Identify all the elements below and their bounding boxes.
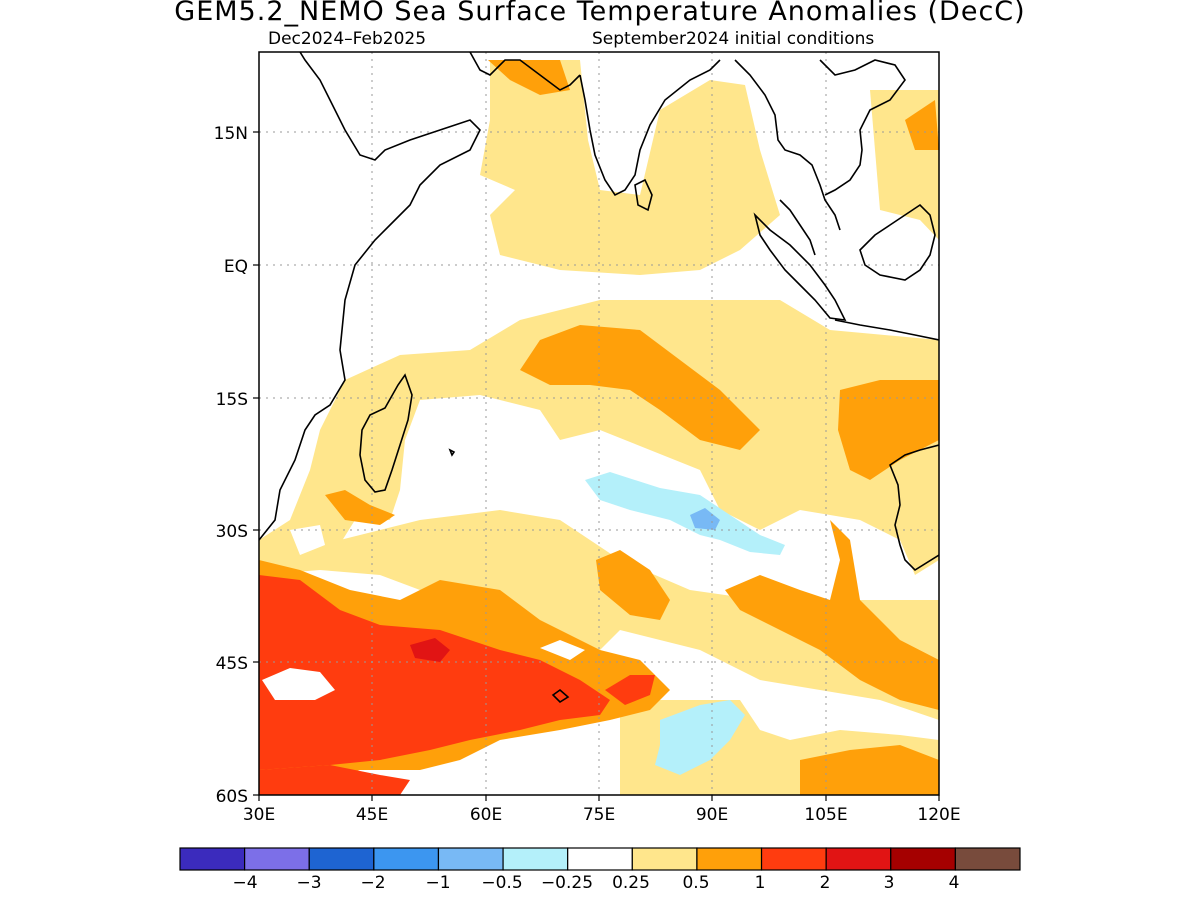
legend-swatch xyxy=(437,847,504,871)
legend-label: −3 xyxy=(296,873,321,893)
coast-sumatra xyxy=(753,212,847,321)
anomaly-orange-arabian-top xyxy=(488,60,570,95)
anomaly-lightblue-central xyxy=(585,472,785,555)
y-tick-label: EQ xyxy=(224,257,248,277)
anomaly-white-hole-1 xyxy=(262,668,335,700)
anomaly-blue-patch xyxy=(690,508,720,530)
y-tick-label: 30S xyxy=(216,522,248,542)
y-tick-label: 45S xyxy=(216,654,248,674)
x-axis-labels: 30E 45E 60E 75E 90E 105E 120E xyxy=(243,805,961,825)
anomaly-red-southern xyxy=(259,575,610,770)
anomaly-orange-bottom-right xyxy=(800,745,939,795)
legend-label: 0.25 xyxy=(612,873,650,893)
legend-swatch xyxy=(760,847,827,871)
grid-lines xyxy=(259,52,939,795)
legend-swatch xyxy=(631,847,698,871)
coast-bay-east xyxy=(734,59,841,231)
coast-sri-lanka xyxy=(634,178,653,212)
legend-swatch xyxy=(179,847,246,871)
anomaly-darkred-patch xyxy=(410,638,450,662)
x-tick-label: 45E xyxy=(356,805,388,825)
legend-swatch xyxy=(954,847,1021,871)
color-legend xyxy=(179,847,1021,871)
legend-label: −0.25 xyxy=(541,873,593,893)
anomaly-orange-east-south xyxy=(725,520,939,710)
coast-india xyxy=(579,59,721,197)
anomaly-yellow-southern-ocean xyxy=(259,510,939,720)
legend-label: 4 xyxy=(949,873,960,893)
x-tick-label: 90E xyxy=(696,805,728,825)
coast-java xyxy=(834,319,939,341)
coast-africa xyxy=(259,52,481,541)
legend-label: 1 xyxy=(755,873,766,893)
legend-label: 3 xyxy=(884,873,895,893)
coastlines xyxy=(259,52,939,704)
coast-malaya xyxy=(779,199,816,256)
coast-australia xyxy=(889,444,939,572)
anomaly-yellow-arabian-sea xyxy=(480,60,780,275)
legend-swatch xyxy=(502,847,569,871)
coast-arabia xyxy=(469,52,581,91)
legend-swatch xyxy=(567,847,633,871)
anomaly-orange-east xyxy=(838,380,939,480)
legend-label: 0.5 xyxy=(682,873,709,893)
initial-conditions: September2024 initial conditions xyxy=(592,29,875,49)
legend-swatch xyxy=(308,847,375,871)
coast-madagascar xyxy=(359,373,413,493)
legend-swatch xyxy=(890,847,956,871)
anomaly-orange-east-top xyxy=(905,100,939,150)
x-tick-label: 30E xyxy=(243,805,275,825)
x-tick-label: 120E xyxy=(917,805,960,825)
anomaly-orange-southwest xyxy=(325,490,395,525)
coast-kerguelen xyxy=(551,688,570,704)
anomaly-white-hole-3 xyxy=(290,525,325,555)
axis-ticks xyxy=(253,131,940,801)
legend-label: −2 xyxy=(360,873,385,893)
map-title: GEM5.2_NEMO Sea Surface Temperature Anom… xyxy=(174,0,1026,27)
x-tick-label: 105E xyxy=(804,805,847,825)
y-axis-labels: 15N EQ 15S 30S 45S 60S xyxy=(214,124,248,807)
legend-labels: −4 −3 −2 −1 −0.5 −0.25 0.25 0.5 1 2 3 4 xyxy=(232,873,959,893)
anomaly-orange-mid xyxy=(596,550,670,620)
x-tick-label: 75E xyxy=(583,805,615,825)
anomaly-red-small xyxy=(605,675,655,705)
y-tick-label: 15S xyxy=(216,390,248,410)
anomaly-yellow-south-band xyxy=(259,300,939,575)
legend-swatch xyxy=(696,847,763,871)
anomaly-field xyxy=(259,52,939,795)
x-tick-label: 60E xyxy=(470,805,502,825)
forecast-period: Dec2024–Feb2025 xyxy=(268,29,427,49)
legend-label: −0.5 xyxy=(481,873,522,893)
coast-mauritius xyxy=(448,448,456,457)
y-tick-label: 15N xyxy=(214,124,248,144)
coast-indochina xyxy=(819,59,906,196)
anomaly-orange-central xyxy=(520,325,760,450)
legend-swatch xyxy=(373,847,440,871)
legend-swatch xyxy=(244,847,310,871)
anomaly-white-hole-2 xyxy=(540,640,585,660)
y-tick-label: 60S xyxy=(216,787,248,807)
legend-label: 2 xyxy=(820,873,831,893)
legend-label: −1 xyxy=(425,873,450,893)
anomaly-lightblue-south xyxy=(655,700,745,775)
coast-borneo xyxy=(859,203,936,281)
legend-swatch xyxy=(825,847,892,871)
legend-label: −4 xyxy=(232,873,257,893)
